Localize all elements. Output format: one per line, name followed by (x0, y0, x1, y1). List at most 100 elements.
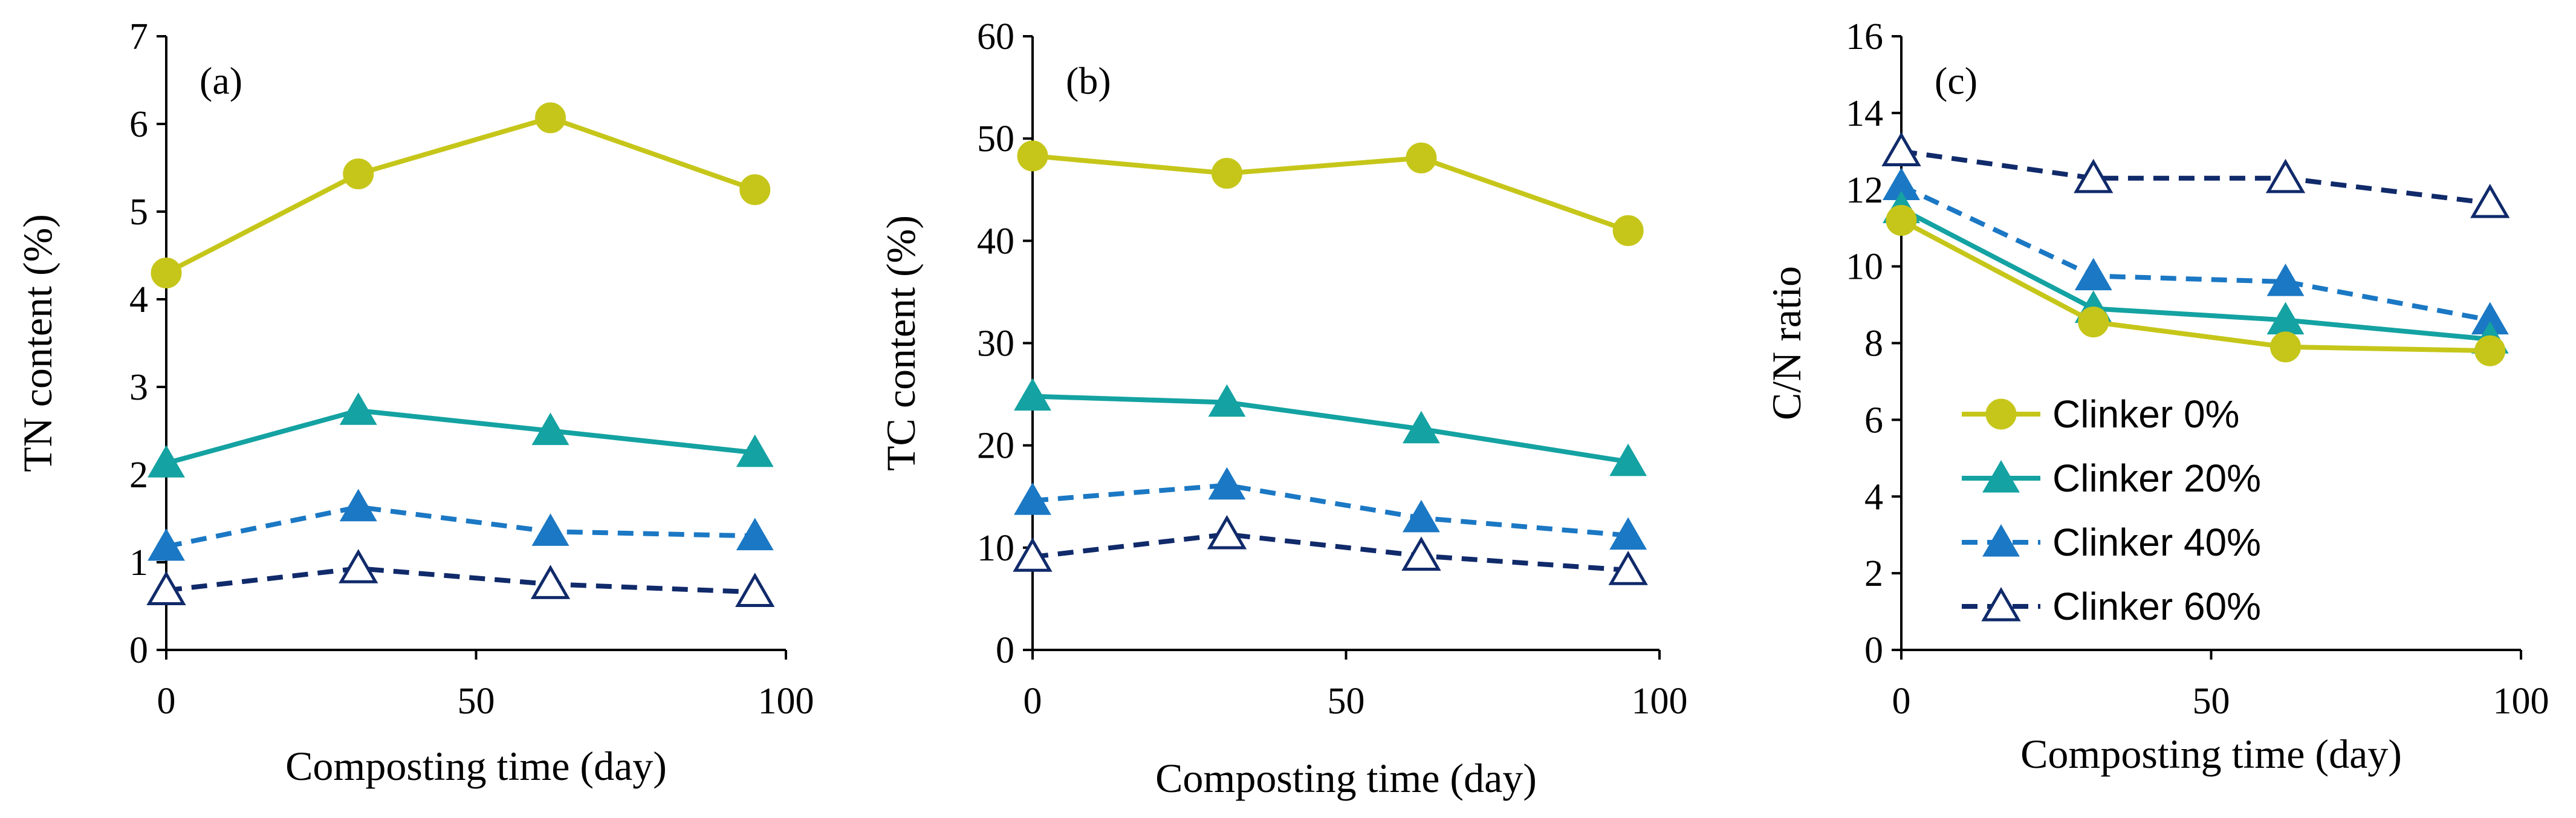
data-point (1612, 215, 1644, 246)
x-tick-label: 50 (1328, 681, 1365, 722)
data-point (1017, 140, 1048, 172)
x-tick-label: 50 (458, 681, 495, 722)
data-point (736, 434, 774, 467)
data-point (2474, 335, 2506, 366)
legend-item-1: Clinker 0% (1962, 392, 2239, 436)
series-line (165, 408, 756, 466)
data-point (339, 489, 377, 522)
series-line (1032, 531, 1629, 573)
y-tick-label: 14 (1846, 93, 1883, 134)
legend-item-3: Clinker 40% (1962, 521, 2261, 564)
data-point (2265, 158, 2306, 193)
y-tick-label: 0 (996, 630, 1014, 671)
legend-marker (1982, 459, 2020, 493)
legend-label: Clinker 0% (2052, 392, 2239, 436)
series-2 (1014, 378, 1647, 476)
data-point (2078, 307, 2109, 338)
series-line (1900, 183, 2491, 323)
data-point (1401, 536, 1441, 571)
y-tick-label: 12 (1846, 170, 1883, 211)
y-tick-label: 3 (129, 367, 148, 408)
data-point (2074, 258, 2112, 291)
y-tick-label: 50 (977, 118, 1014, 160)
y-tick-label: 4 (129, 279, 148, 320)
y-tick-label: 0 (129, 630, 148, 671)
x-axis-title: Composting time (day) (285, 743, 667, 789)
series-3 (1014, 467, 1647, 550)
data-point (146, 571, 186, 606)
x-tick-label: 0 (157, 681, 176, 722)
y-axis-title: TC content (%) (878, 215, 924, 471)
series-4 (1881, 132, 2510, 218)
y-tick-label: 10 (977, 528, 1014, 569)
data-point (1207, 514, 1247, 550)
y-tick-label: 5 (129, 192, 148, 233)
y-tick-label: 1 (129, 542, 148, 583)
data-point (148, 445, 185, 478)
legend-label: Clinker 40% (2052, 521, 2261, 564)
y-tick-label: 6 (129, 104, 148, 145)
x-tick-label: 0 (1024, 681, 1042, 722)
series-line (1900, 218, 2490, 354)
data-point (1886, 205, 1917, 236)
data-point (1014, 482, 1051, 515)
series-1 (1886, 205, 2506, 366)
chart-panel-b: 0 10 20 30 40 50 60 0 50 100 Composting time (day)… (878, 16, 1688, 801)
data-point (1208, 467, 1246, 500)
data-point (735, 573, 775, 607)
chart-panel-c: 0 2 4 6 8 10 12 14 16 0 50 100 Composting time (day)… (1763, 16, 2549, 777)
x-tick-label: 100 (758, 681, 814, 722)
data-point (339, 549, 378, 583)
data-point (1014, 378, 1051, 411)
legend-marker (1981, 586, 2021, 622)
data-point (1608, 551, 1648, 585)
legend-label: Clinker 20% (2052, 456, 2261, 500)
data-point (531, 513, 569, 546)
data-point (1609, 517, 1647, 550)
series-line (165, 115, 756, 276)
y-tick-label: 16 (1846, 16, 1883, 57)
x-tick-label: 0 (1892, 681, 1911, 722)
legend-item-4: Clinker 60% (1962, 585, 2261, 628)
data-point (530, 565, 571, 599)
x-tick-label: 100 (1632, 681, 1688, 722)
series-4 (146, 549, 775, 607)
y-tick-label: 60 (977, 16, 1014, 57)
data-point (343, 158, 374, 190)
data-point (1881, 132, 1921, 166)
series-1 (1017, 140, 1644, 246)
legend-item-2: Clinker 20% (1962, 456, 2261, 500)
chart-panel-a: 0 1 2 3 4 5 6 7 0 50 100 Composting time (day) TN co… (15, 16, 814, 789)
x-tick-label: 100 (2493, 681, 2549, 722)
y-tick-label: 2 (129, 455, 148, 496)
data-point (1402, 499, 1440, 533)
data-point (531, 412, 569, 446)
y-tick-label: 6 (1864, 400, 1883, 441)
data-point (1013, 537, 1053, 572)
series-4 (1013, 514, 1648, 585)
data-point (736, 518, 774, 551)
panel-label: (b) (1066, 59, 1111, 102)
y-tick-label: 30 (977, 323, 1014, 365)
data-point (151, 258, 182, 288)
data-point (535, 102, 566, 134)
legend-marker (1982, 524, 2020, 557)
y-tick-label: 7 (129, 16, 148, 57)
series-line (1032, 394, 1629, 464)
data-point (1211, 158, 1242, 189)
legend: Clinker 0% Clinker 20% Clinker 40% Clinker … (1962, 392, 2261, 628)
series-line (1032, 153, 1629, 233)
y-tick-label: 20 (977, 426, 1014, 467)
y-tick-label: 40 (977, 221, 1014, 262)
data-point (2074, 158, 2114, 193)
data-point (2470, 183, 2510, 218)
series-line (166, 504, 755, 549)
data-point (339, 392, 377, 425)
legend-label: Clinker 60% (2052, 585, 2261, 628)
series-line (1032, 482, 1629, 538)
data-point (1402, 411, 1440, 444)
data-point (1609, 443, 1647, 476)
data-point (2270, 331, 2301, 363)
series-2 (148, 392, 774, 478)
